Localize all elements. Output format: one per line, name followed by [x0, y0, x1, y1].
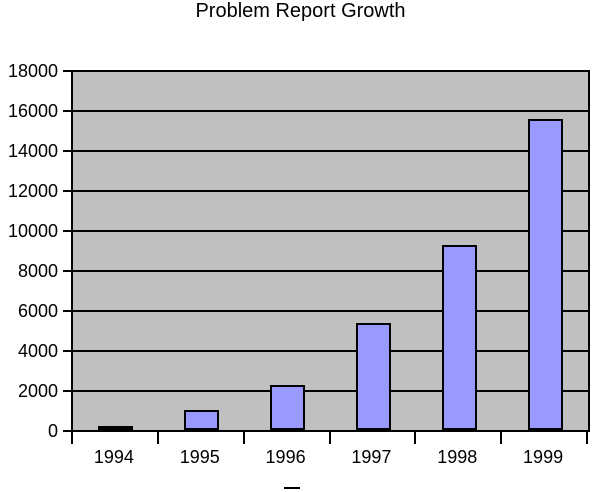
gridline-8000 [73, 270, 588, 272]
y-axis-tick-2000 [63, 390, 73, 392]
x-axis-tick-2 [242, 430, 245, 444]
bar-1995 [184, 410, 220, 430]
chart-title: Problem Report Growth [195, 0, 406, 22]
gridline-2000 [73, 390, 588, 392]
bar-1997 [355, 323, 391, 430]
y-axis-label-6000: 6000 [17, 301, 58, 321]
gridline-10000 [73, 230, 588, 232]
y-axis-tick-6000 [63, 310, 73, 312]
bar-1999 [527, 119, 563, 430]
x-axis-tick-0 [71, 430, 73, 444]
y-axis-label-12000: 12000 [7, 181, 58, 201]
x-axis-tick-1 [156, 430, 159, 444]
x-axis-label-1997: 1997 [351, 447, 392, 467]
cut-off-text-fragment [284, 487, 300, 489]
y-axis-tick-10000 [63, 230, 73, 232]
y-axis-label-18000: 18000 [7, 61, 58, 81]
gridline-14000 [73, 150, 588, 152]
y-axis-label-8000: 8000 [17, 261, 58, 281]
y-axis-label-4000: 4000 [17, 341, 58, 361]
y-axis-label-14000: 14000 [7, 141, 58, 161]
bar-1994 [98, 426, 134, 430]
gridline-6000 [73, 310, 588, 312]
y-axis-tick-0 [63, 430, 73, 432]
y-axis-tick-16000 [63, 110, 73, 112]
x-axis-tick-3 [328, 430, 331, 444]
gridline-16000 [73, 110, 588, 112]
bar-1998 [441, 245, 477, 430]
x-axis-label-1994: 1994 [93, 447, 134, 467]
y-axis-tick-14000 [63, 150, 73, 152]
x-axis-label-1995: 1995 [179, 447, 220, 467]
y-axis-label-10000: 10000 [7, 221, 58, 241]
y-axis-label-16000: 16000 [7, 101, 58, 121]
y-axis-tick-8000 [63, 270, 73, 272]
x-axis-label-1998: 1998 [437, 447, 478, 467]
y-axis-tick-12000 [63, 190, 73, 192]
x-axis-tick-5 [500, 430, 503, 444]
x-axis-tick-4 [414, 430, 417, 444]
x-axis-label-1999: 1999 [523, 447, 564, 467]
x-axis-tick-6 [586, 430, 588, 444]
x-axis-label-1996: 1996 [265, 447, 306, 467]
gridline-12000 [73, 190, 588, 192]
y-axis-label-0: 0 [47, 421, 58, 441]
plot-area [71, 70, 590, 432]
y-axis-tick-18000 [63, 70, 73, 72]
gridline-4000 [73, 350, 588, 352]
gridline-18000 [73, 70, 588, 72]
y-axis-tick-4000 [63, 350, 73, 352]
y-axis-label-2000: 2000 [17, 381, 58, 401]
bar-1996 [270, 385, 306, 430]
